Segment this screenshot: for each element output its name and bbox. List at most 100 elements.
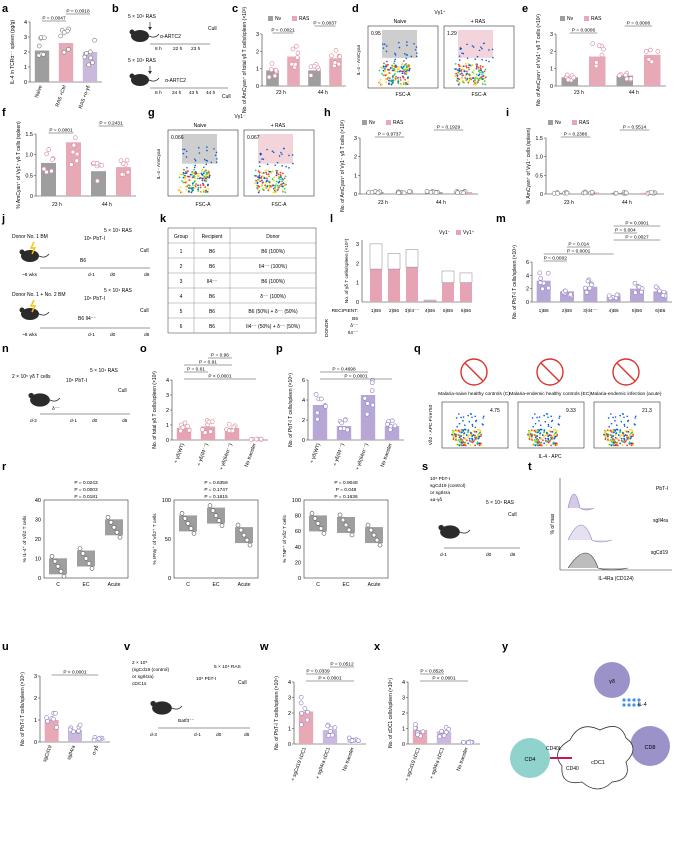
flow-event xyxy=(621,444,624,446)
data-point xyxy=(433,190,439,195)
flow-event xyxy=(550,415,553,418)
data-point xyxy=(290,46,296,52)
y-axis-label: No. of γδ T cells/spleen (×10⁴) xyxy=(344,238,350,303)
time-label: 8 h xyxy=(155,90,162,96)
y-tick-label: 2 xyxy=(256,49,259,55)
data-point xyxy=(200,427,205,432)
flow-event xyxy=(626,444,628,447)
flow-event xyxy=(471,416,473,419)
flow-event xyxy=(281,183,284,185)
cells-label: cDC1s xyxy=(132,681,147,687)
bar-vg1neg xyxy=(459,272,473,283)
panel-label-h: h xyxy=(324,107,331,119)
flow-event xyxy=(202,183,205,186)
p-value: P = 0.0003 xyxy=(74,487,98,493)
flow-event xyxy=(632,433,635,436)
flow-event xyxy=(213,148,215,150)
data-point xyxy=(564,190,570,196)
flow-event xyxy=(388,79,390,82)
flow-event xyxy=(619,430,622,433)
data-point xyxy=(185,423,190,429)
flow-event xyxy=(461,65,463,68)
data-point xyxy=(42,35,47,41)
flow-event xyxy=(391,76,394,79)
flow-event xyxy=(461,52,463,55)
legend-entry: RAS xyxy=(579,120,590,126)
recipient-label: B6 Il4⁻⁻ xyxy=(78,316,96,322)
flow-event xyxy=(182,171,185,174)
flow-event xyxy=(198,152,201,154)
panel-label-m: m xyxy=(496,213,506,225)
flow-event xyxy=(615,432,617,435)
flow-event xyxy=(408,65,410,67)
cells-label: 2 × 10⁵ γδ T cells xyxy=(12,374,51,380)
flow-event xyxy=(454,62,457,65)
data-point xyxy=(49,168,54,174)
model-diagram xyxy=(510,662,670,790)
p-value: P = 0.0006 xyxy=(627,21,651,27)
flow-event xyxy=(415,55,418,58)
flow-event xyxy=(188,179,191,181)
flow-event xyxy=(206,172,209,175)
flow-event xyxy=(196,177,199,180)
data-point xyxy=(412,725,418,731)
flow-event xyxy=(472,429,475,432)
panel-label-a: a xyxy=(2,3,9,15)
data-point xyxy=(46,147,52,152)
flow-event xyxy=(194,180,196,183)
data-point xyxy=(71,142,77,148)
data-point xyxy=(74,158,80,164)
data-point xyxy=(555,191,560,196)
flow-event xyxy=(257,170,260,173)
time-label: d-1 xyxy=(88,332,95,338)
flow-event xyxy=(404,83,407,86)
cells-label: sgCd19 (control) xyxy=(430,483,466,489)
flow-event xyxy=(548,429,551,432)
recipient-name: 2)B6 xyxy=(562,308,572,314)
data-point xyxy=(51,716,56,722)
flow-event xyxy=(208,176,211,179)
flow-q-2 xyxy=(593,401,661,449)
flow-ylabel: Vδ2 - APC-Fire750 xyxy=(428,404,434,445)
time-label: d-1 xyxy=(88,272,95,278)
mouse-tail xyxy=(459,529,471,534)
flow-event xyxy=(274,184,277,187)
data-point xyxy=(375,190,381,196)
data-point xyxy=(401,190,407,196)
flow-event xyxy=(283,187,286,190)
x-tick-label: EC xyxy=(83,582,90,588)
flow-event xyxy=(395,75,397,78)
flow-event xyxy=(536,435,539,437)
table-cell: B6 (50%) + δ⁻⁻ (50%) xyxy=(248,309,298,315)
p-value: P = 0.0001 xyxy=(567,249,591,255)
flow-event xyxy=(481,75,484,78)
flow-event xyxy=(471,425,474,427)
flow-event xyxy=(257,178,260,181)
x-tick-label: + sgCd19 cDC1 xyxy=(290,746,308,782)
flow-event xyxy=(530,433,533,436)
flow-event xyxy=(554,444,557,446)
data-point xyxy=(537,280,543,285)
y-tick-label: 1 xyxy=(166,423,169,429)
data-point xyxy=(319,396,324,402)
flow-event xyxy=(414,48,417,51)
flow-event xyxy=(402,65,405,68)
p-value: P = 0.0512 xyxy=(330,662,354,668)
gate-frequency: 4.75 xyxy=(490,408,500,414)
recipient-name: 6)B6 xyxy=(461,308,471,314)
data-point xyxy=(182,516,188,521)
flow-event xyxy=(205,174,208,177)
flow-event xyxy=(538,441,541,444)
chart-h xyxy=(358,129,478,196)
flow-event xyxy=(543,429,546,432)
data-point xyxy=(649,190,654,195)
recipient-name: 1)B6 xyxy=(371,308,381,314)
bar xyxy=(298,711,314,744)
flow-event xyxy=(194,173,197,175)
time-label: 23 h xyxy=(191,46,201,52)
flow-event xyxy=(406,44,408,47)
x-tick-label: + γδ(Il4⁻⁻) xyxy=(196,442,210,466)
flow-event xyxy=(184,176,186,178)
donor-label: Donor No. 1 + No. 2 BM xyxy=(12,292,66,298)
bar xyxy=(606,296,621,302)
